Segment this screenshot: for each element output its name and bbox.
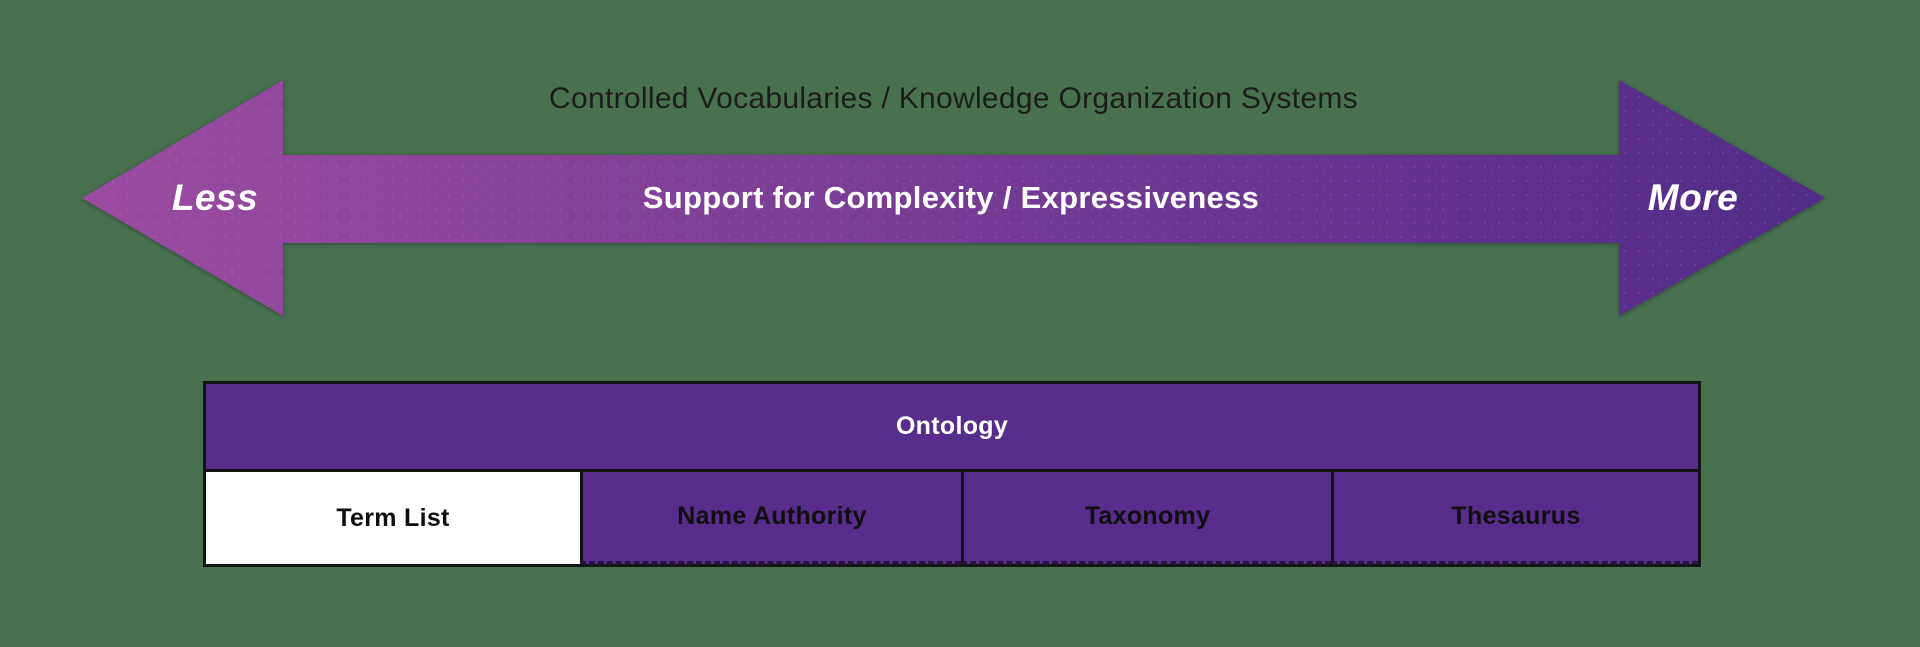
arrow-dot-texture: [82, 80, 1825, 316]
cell-taxonomy: Taxonomy: [961, 472, 1331, 564]
arrow-label-more: More: [1647, 177, 1739, 218]
diagram-title: Controlled Vocabularies / Knowledge Orga…: [549, 82, 1358, 115]
arrow-label-center: Support for Complexity / Expressiveness: [642, 180, 1260, 215]
vocabulary-table: Ontology Term List Name Authority Taxono…: [203, 381, 1701, 567]
cell-thesaurus: Thesaurus: [1331, 472, 1698, 564]
arrow-label-less: Less: [171, 177, 259, 218]
ontology-cell-label: Ontology: [895, 412, 1009, 440]
table-row-ontology: Ontology: [206, 384, 1698, 472]
cell-term-list-label: Term List: [336, 503, 450, 532]
double-arrow-icon: [82, 80, 1825, 316]
cell-thesaurus-label: Thesaurus: [1451, 502, 1581, 530]
cell-taxonomy-label: Taxonomy: [1084, 502, 1211, 530]
cell-term-list: Term List: [206, 472, 580, 564]
cell-name-authority: Name Authority: [580, 472, 961, 564]
table-row-vocab-types: Term List Name Authority Taxonomy Thesau…: [206, 472, 1698, 564]
cell-name-authority-label: Name Authority: [677, 502, 867, 530]
